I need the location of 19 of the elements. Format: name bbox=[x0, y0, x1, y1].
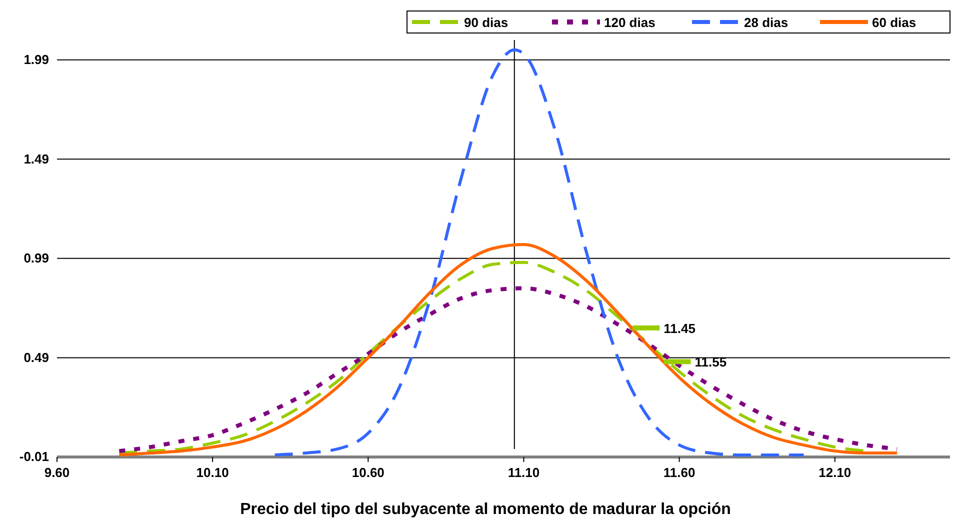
line-series bbox=[117, 286, 900, 454]
legend-label: 90 dias bbox=[464, 15, 508, 30]
x-tick-label: 10.10 bbox=[196, 465, 229, 480]
legend-label: 60 dias bbox=[872, 15, 916, 30]
y-tick-label: 1.49 bbox=[24, 151, 49, 166]
x-tick-label: 10.60 bbox=[352, 465, 384, 480]
y-tick-label: 0.49 bbox=[24, 350, 49, 365]
x-tick-label: 9.60 bbox=[44, 465, 70, 480]
legend-label: 28 dias bbox=[744, 15, 788, 30]
line-series bbox=[273, 48, 806, 457]
x-tick-label: 11.10 bbox=[508, 465, 540, 480]
y-tick-label: 1.99 bbox=[24, 52, 49, 68]
legend-label: 120 dias bbox=[604, 15, 656, 30]
y-tick-label: -0.01 bbox=[19, 449, 49, 464]
x-tick-label: 12.10 bbox=[818, 465, 852, 480]
y-tick-label: 0.99 bbox=[24, 250, 49, 266]
x-tick-label: 11.60 bbox=[663, 465, 696, 480]
x-axis-title: Precio del tipo del subyacente al momento de madurar la opción bbox=[240, 501, 731, 518]
annotation: 11.45 bbox=[664, 320, 696, 336]
